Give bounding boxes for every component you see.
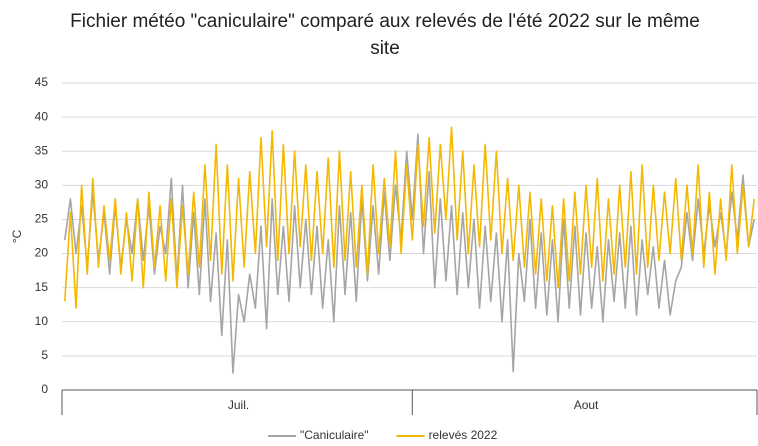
x-tick-label: Aout	[574, 398, 599, 412]
x-tick-label: Juil.	[228, 398, 249, 412]
series-line	[64, 126, 755, 309]
chart-title: Fichier météo "caniculaire" comparé aux …	[70, 11, 700, 59]
series-line	[64, 133, 755, 374]
y-tick-label: 45	[35, 75, 49, 89]
y-tick-label: 35	[35, 143, 49, 157]
y-tick-label: 25	[35, 212, 49, 226]
legend-label: relevés 2022	[429, 428, 498, 442]
y-axis-label: °C	[10, 229, 24, 243]
y-tick-label: 0	[41, 382, 48, 396]
legend-label: "Caniculaire"	[300, 428, 369, 442]
y-tick-label: 30	[35, 178, 49, 192]
y-tick-label: 15	[35, 280, 49, 294]
legend: "Caniculaire" relevés 2022	[268, 428, 498, 442]
y-tick-label: 5	[41, 348, 48, 362]
y-tick-label: 10	[35, 314, 49, 328]
y-tick-label: 40	[35, 109, 49, 123]
y-tick-label: 20	[35, 246, 49, 260]
